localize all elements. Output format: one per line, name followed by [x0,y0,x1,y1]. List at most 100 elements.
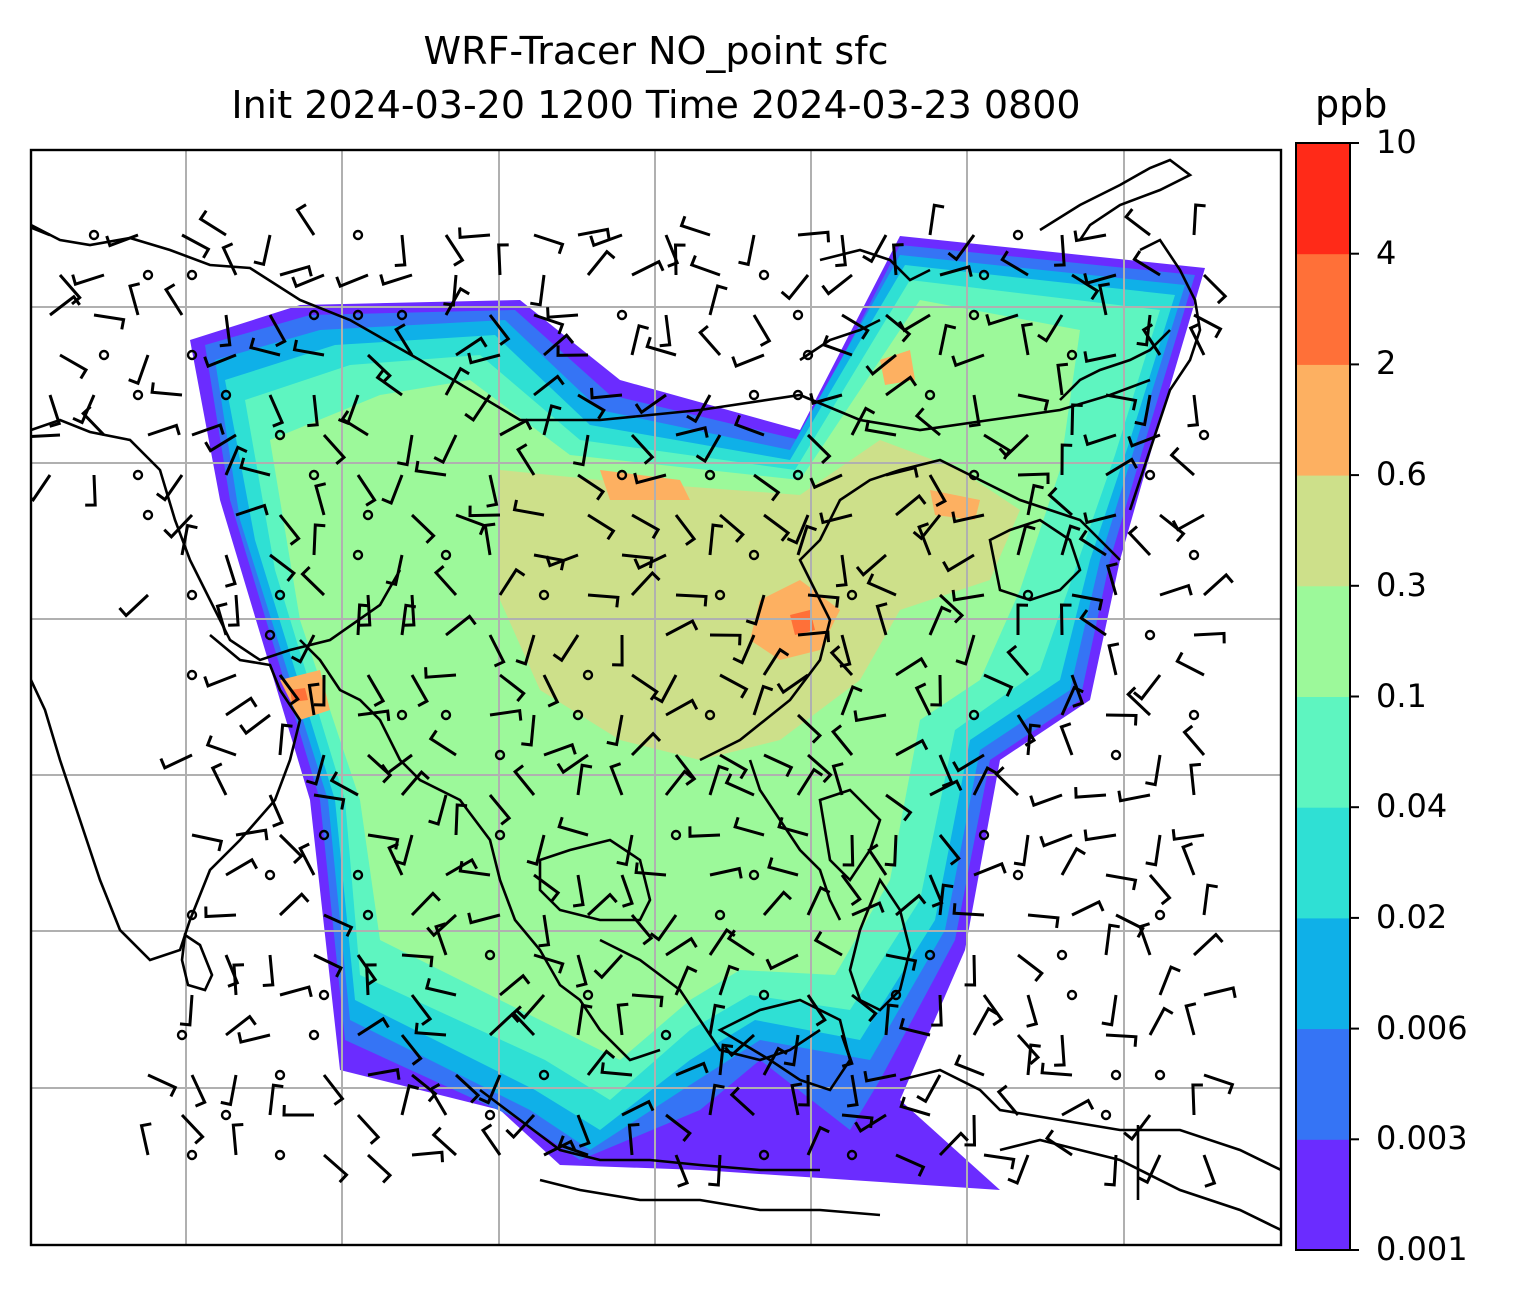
wind-barb [219,314,232,348]
calm-wind-marker [978,269,990,281]
wind-barb [533,313,565,335]
wind-barb [899,1096,931,1117]
calm-wind-marker [1066,349,1078,361]
wind-barb [885,793,913,822]
calm-wind-marker [968,469,980,481]
wind-barb [1016,1033,1041,1065]
wind-barb [128,354,150,386]
wind-barb [842,834,855,867]
wind-barb [314,482,327,516]
wind-barb [708,1003,726,1036]
calm-wind-marker [264,629,276,641]
wind-barb [1138,922,1152,956]
wind-barb [235,503,269,517]
calm-wind-marker [758,1149,770,1161]
wind-barb [478,1074,502,1105]
wind-barb [928,605,952,636]
wind-barb [198,209,227,237]
calm-wind-marker [352,549,364,561]
wind-barb [366,753,393,784]
calm-wind-marker [274,589,286,601]
wind-barb [203,353,237,369]
wind-barb [278,514,301,546]
wind-barb [954,1054,985,1077]
calm-wind-marker [308,469,320,481]
wind-barb [1020,322,1033,356]
wind-barb [1203,986,1237,999]
wind-barb [1026,723,1041,756]
wind-barb [577,227,611,240]
wind-barb [1105,393,1138,411]
concentration-field [31,150,1281,1245]
wind-barb [884,834,898,867]
wind-barb [796,767,824,796]
wind-barb [763,513,791,542]
wind-barb [620,874,634,908]
wind-barb [72,394,96,425]
wind-barb [898,313,931,333]
wind-barb [1105,873,1138,891]
wind-barb [1061,1098,1095,1117]
wind-barb [590,387,623,400]
wind-barb [840,685,863,716]
wind-barb [609,762,624,796]
calm-wind-marker [616,469,628,481]
calm-wind-marker [1188,709,1200,721]
wind-barb [488,314,511,346]
wind-barb [278,723,293,756]
wind-barb [1192,932,1224,957]
wind-barb [253,234,272,267]
wind-barb [1040,1062,1073,1077]
wind-barb [480,1123,502,1156]
calm-wind-marker [352,309,364,321]
wind-barb [85,474,97,507]
wind-barb [616,834,634,867]
wind-barb [688,826,721,838]
wind-barb [1187,394,1200,428]
wind-barb [526,834,546,866]
wind-barb [400,1084,420,1116]
colorbar-swatch [1296,475,1350,587]
wind-barb [512,499,545,517]
calm-wind-marker [792,309,804,321]
wind-barb [809,473,843,490]
wind-barb [221,242,238,276]
wind-barb [1141,323,1162,356]
wind-barb [400,1034,423,1066]
wind-barb [895,738,929,757]
wind-barb [379,273,413,286]
wind-barb [394,234,407,267]
wind-barb [806,1125,830,1156]
calm-wind-marker [98,349,110,361]
wind-barb [1059,722,1074,756]
wind-barb [180,1113,205,1145]
wind-barb [225,857,259,877]
wind-barb [1083,351,1117,363]
colorbar-swatch [1296,1028,1350,1140]
wind-barb [118,593,150,618]
wind-barb [401,953,434,968]
wind-barb [631,259,665,277]
wind-barb [1083,512,1117,525]
calm-wind-marker [274,1069,286,1081]
wind-barb [1026,1043,1041,1076]
wind-barb [433,565,458,597]
wind-barb [994,766,1020,797]
wind-barb [279,985,313,998]
wind-barb [488,634,506,668]
wind-barb [898,1017,931,1037]
wind-barb [269,553,297,582]
wind-barb [853,710,887,723]
wind-barb [292,339,325,357]
wind-barb [1083,829,1117,842]
wind-barb [745,594,766,626]
wind-barb [938,323,957,356]
wind-barb [790,1082,803,1116]
colorbar-swatch [1296,143,1350,255]
wind-barb [237,1031,271,1044]
wind-barb [443,274,458,307]
wind-barb [1017,393,1050,412]
wind-barb [807,753,833,784]
wind-barb [708,1154,722,1187]
wind-barb [290,634,316,664]
